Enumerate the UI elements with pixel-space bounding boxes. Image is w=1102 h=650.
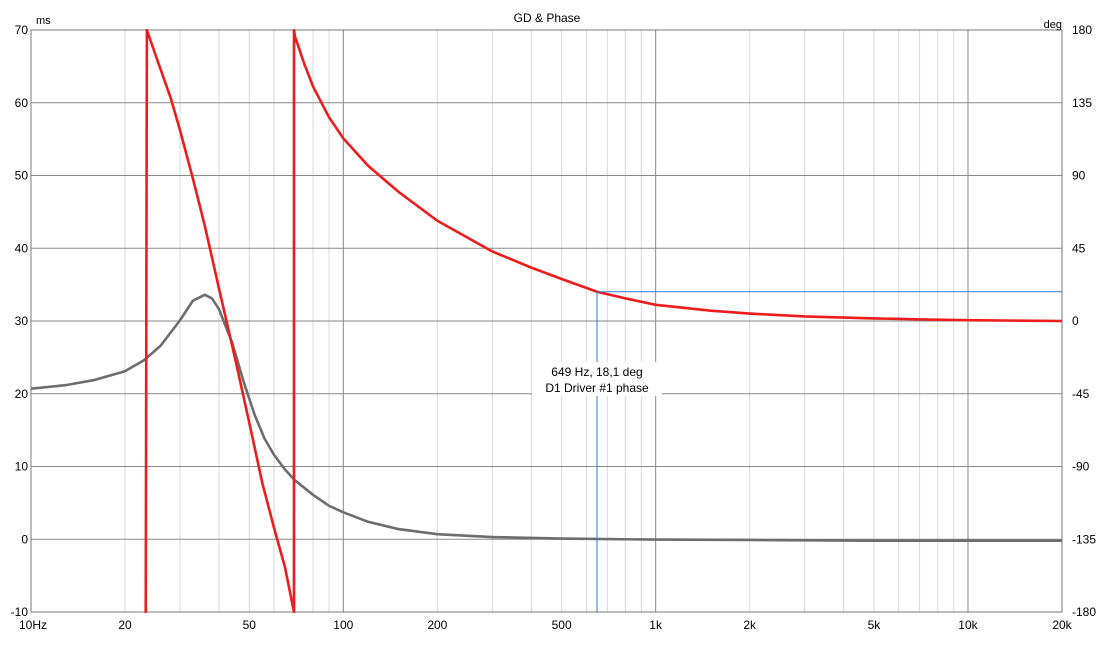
x-tick-label: 500 (552, 618, 572, 632)
x-tick-label: 10k (958, 618, 978, 632)
left-y-tick-label: 60 (15, 96, 29, 110)
right-y-tick-label: 180 (1072, 23, 1092, 37)
left-y-tick-label: 50 (15, 169, 29, 183)
right-y-tick-label: -135 (1072, 532, 1096, 546)
series-layer (31, 29, 1062, 613)
right-y-tick-label: -90 (1072, 460, 1090, 474)
right-y-tick-label: -180 (1072, 605, 1096, 619)
x-tick-label: 20k (1052, 618, 1072, 632)
cursor-readout-value: 649 Hz, 18,1 deg (551, 365, 642, 379)
label-layer: GD & Phase ms deg 706050403020100-101801… (11, 11, 1097, 632)
x-tick-label: 50 (243, 618, 257, 632)
cursor-readout-box (532, 362, 663, 396)
phase-series-line (144, 29, 1062, 613)
right-y-tick-label: 45 (1072, 241, 1086, 255)
chart-title: GD & Phase (514, 11, 581, 25)
x-tick-label: 100 (333, 618, 353, 632)
left-y-tick-label: 30 (15, 314, 29, 328)
right-y-tick-label: -45 (1072, 387, 1090, 401)
x-tick-label: 1k (649, 618, 663, 632)
left-y-tick-label: 0 (21, 532, 28, 546)
left-y-tick-label: 20 (15, 387, 29, 401)
x-tick-label: 200 (427, 618, 447, 632)
x-tick-label: 2k (743, 618, 757, 632)
right-y-tick-label: 0 (1072, 314, 1079, 328)
group-delay-series-line (31, 293, 1062, 543)
x-tick-label: 10Hz (19, 618, 47, 632)
grid (30, 29, 1063, 613)
right-y-tick-label: 90 (1072, 169, 1086, 183)
left-y-tick-label: 10 (15, 460, 29, 474)
left-axis-unit: ms (36, 15, 51, 27)
cursor-layer: 649 Hz, 18,1 deg D1 Driver #1 phase (532, 291, 1062, 612)
left-y-tick-label: 40 (15, 241, 29, 255)
left-y-tick-label: 70 (15, 23, 29, 37)
x-tick-label: 20 (118, 618, 132, 632)
cursor-readout-series: D1 Driver #1 phase (545, 381, 649, 395)
x-tick-label: 5k (868, 618, 882, 632)
right-y-tick-label: 135 (1072, 96, 1092, 110)
right-axis-unit: deg (1044, 19, 1062, 31)
left-y-tick-label: -10 (11, 605, 29, 619)
